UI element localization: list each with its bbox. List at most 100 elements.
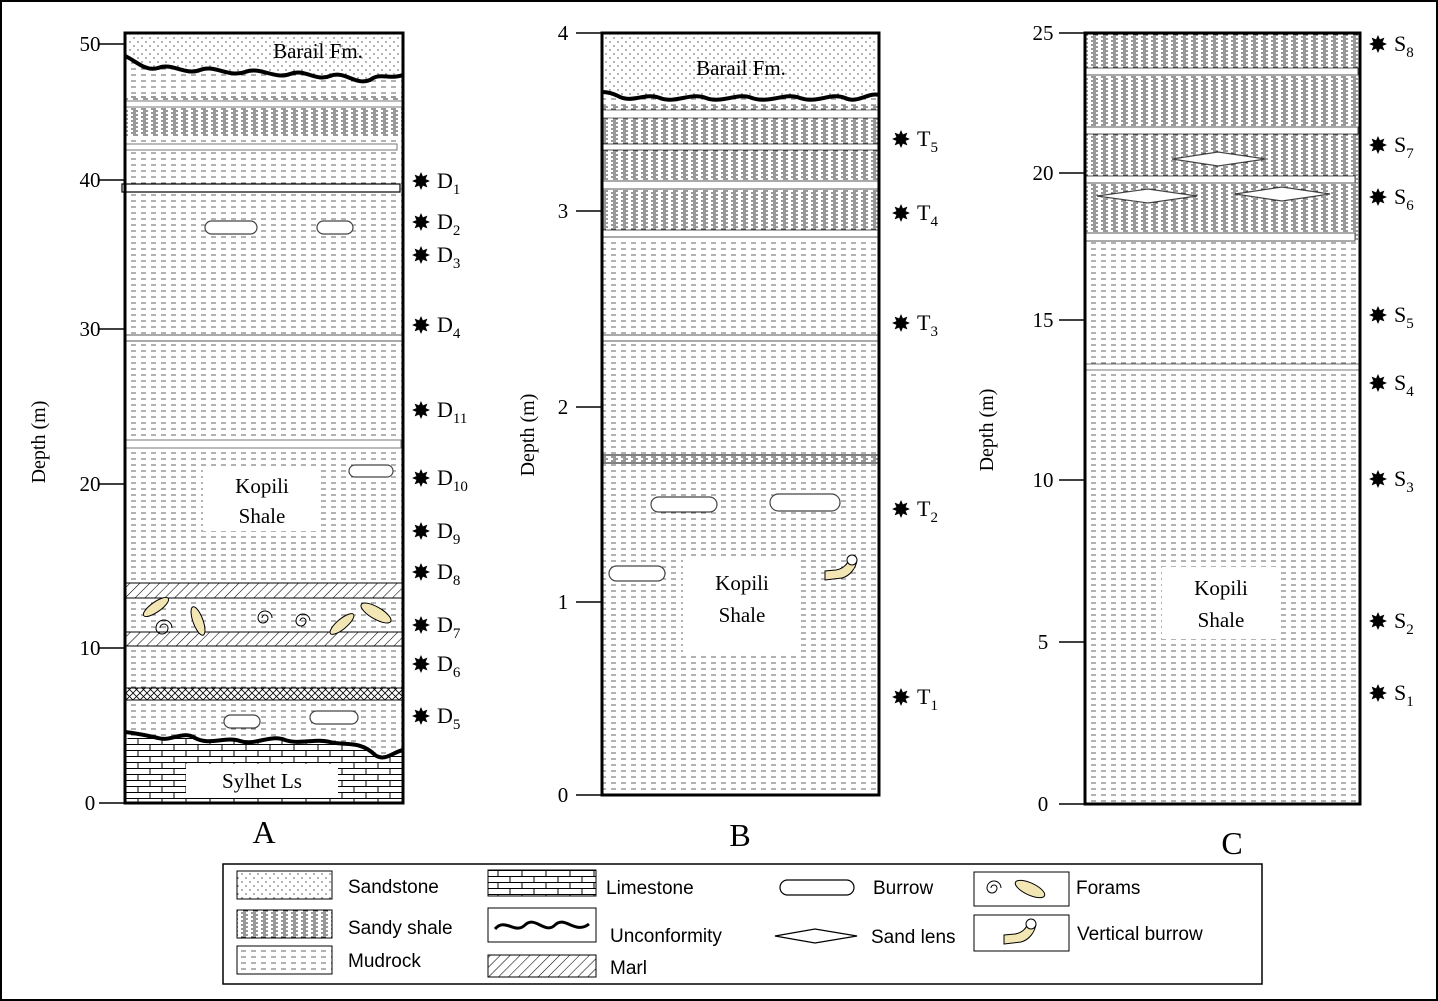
column-a: Sylhet Ls Kopili Shale Barail Fm. A Dept… (28, 31, 468, 850)
tick-label: 50 (80, 32, 101, 56)
sample-marker: S6 (1369, 184, 1414, 214)
sample-label: S2 (1394, 608, 1414, 638)
legend-unconformity-line (493, 920, 590, 931)
tick-label: 30 (80, 317, 101, 341)
sample-star-icon (412, 707, 430, 725)
sand-bed-a4 (124, 334, 404, 342)
legend-label-forams: Forams (1076, 878, 1140, 899)
unconformity-top-b (601, 90, 880, 102)
sample-label: D7 (437, 612, 461, 642)
sample-label: S1 (1394, 680, 1414, 710)
sample-label: D11 (437, 397, 467, 427)
sample-star-icon (1369, 35, 1387, 53)
samples-b: T5 T4 T3 T2 T1 (892, 126, 938, 714)
burrow-a4 (223, 714, 261, 729)
tick-label: 0 (85, 791, 96, 815)
barail-sandstone-b (602, 33, 879, 100)
axis-label-a: Depth (m) (28, 401, 50, 484)
sample-marker: D8 (412, 559, 460, 589)
sample-star-icon (412, 522, 430, 540)
column-border-b (600, 31, 881, 797)
sample-marker: T3 (892, 310, 938, 340)
legend-swatch-sandy-shale (236, 909, 333, 939)
sample-star-icon (1369, 136, 1387, 154)
axis-label-c: Depth (m) (976, 389, 998, 472)
ticks-a: 0 10 20 30 40 50 (80, 32, 125, 815)
tick-label: 3 (558, 199, 569, 223)
legend-label-vertical-burrow: Vertical burrow (1077, 924, 1203, 945)
main-unit-label-bg-a (203, 467, 321, 531)
sand-bed-a2 (124, 143, 398, 151)
legend-label-burrow: Burrow (873, 878, 933, 899)
sample-label: D8 (437, 559, 460, 589)
mudrock-fill-a (125, 33, 403, 803)
sample-marker: D4 (412, 312, 461, 342)
marl-bed-a3 (124, 687, 404, 701)
sample-star-icon (412, 172, 430, 190)
burrow-b3 (608, 565, 666, 582)
sample-star-icon (892, 130, 910, 148)
sample-label: S3 (1394, 466, 1414, 496)
sample-marker: D5 (412, 703, 460, 733)
tick-label: 10 (80, 636, 101, 660)
sample-marker: D2 (412, 209, 460, 239)
sand-bed-c5 (1084, 363, 1361, 371)
sand-bed-b3 (601, 180, 880, 190)
burrow-a5 (309, 710, 359, 725)
sample-label: T5 (917, 126, 938, 156)
vertical-burrow-b (824, 554, 858, 581)
legend-label-limestone: Limestone (606, 878, 694, 899)
legend-label-sand-lens: Sand lens (871, 927, 956, 948)
sample-star-icon (412, 655, 430, 673)
samples-c: S8 S7 S6 S5 S4 S3 S2 S1 (1369, 31, 1414, 710)
sand-lens-c1 (1171, 151, 1267, 167)
sample-label: D9 (437, 518, 460, 548)
sample-marker: D10 (412, 465, 468, 495)
sample-label: S4 (1394, 370, 1414, 400)
tick-label: 20 (1033, 161, 1054, 185)
marl-bed-a2 (124, 631, 404, 647)
tick-label: 40 (80, 168, 101, 192)
main-unit-label-c-line2: Shale (1198, 608, 1245, 632)
column-letter-b: B (729, 817, 750, 853)
sample-marker: T1 (892, 684, 938, 714)
sample-marker: S8 (1369, 31, 1414, 61)
top-unit-label-b: Barail Fm. (696, 56, 786, 80)
sand-bed-b2 (601, 143, 880, 151)
axis-label-b: Depth (m) (517, 394, 539, 477)
legend-label-sandstone: Sandstone (348, 877, 439, 898)
sample-marker: D1 (412, 168, 460, 198)
sample-star-icon (1369, 374, 1387, 392)
ticks-b: 0 1 2 3 4 (558, 21, 602, 807)
legend-label-mudrock: Mudrock (348, 951, 421, 972)
column-border-c (1083, 31, 1362, 806)
tick-label: 0 (558, 783, 569, 807)
barail-sandstone-a (125, 33, 403, 82)
sample-label: D3 (437, 242, 460, 272)
forams-a (142, 596, 392, 636)
legend-foram-coil (986, 880, 1002, 894)
legend: Sandstone Sandy shale Mudrock Limestone … (222, 863, 1263, 985)
tick-label: 10 (1033, 468, 1054, 492)
sample-marker: S5 (1369, 302, 1414, 332)
main-unit-label-bg-c (1162, 567, 1280, 639)
sample-label: T2 (917, 496, 938, 526)
sample-star-icon (412, 616, 430, 634)
sample-marker: S4 (1369, 370, 1414, 400)
sandy-shale-band-c (1085, 33, 1360, 240)
base-unit-label-bg-a (186, 764, 338, 798)
main-unit-label-bg-b (683, 560, 801, 656)
column-b: Kopili Shale Barail Fm. B Depth (m) 0 1 2 3… (517, 21, 938, 853)
sand-bed-b1 (601, 109, 880, 119)
sample-star-icon (1369, 306, 1387, 324)
tick-label: 25 (1033, 21, 1054, 45)
legend-label-unconformity: Unconformity (610, 926, 722, 947)
tick-label: 1 (558, 590, 569, 614)
legend-foram-shell (1014, 879, 1046, 899)
sample-label: D10 (437, 465, 468, 495)
column-border-a (123, 31, 405, 805)
marl-bed-a1 (124, 582, 404, 599)
